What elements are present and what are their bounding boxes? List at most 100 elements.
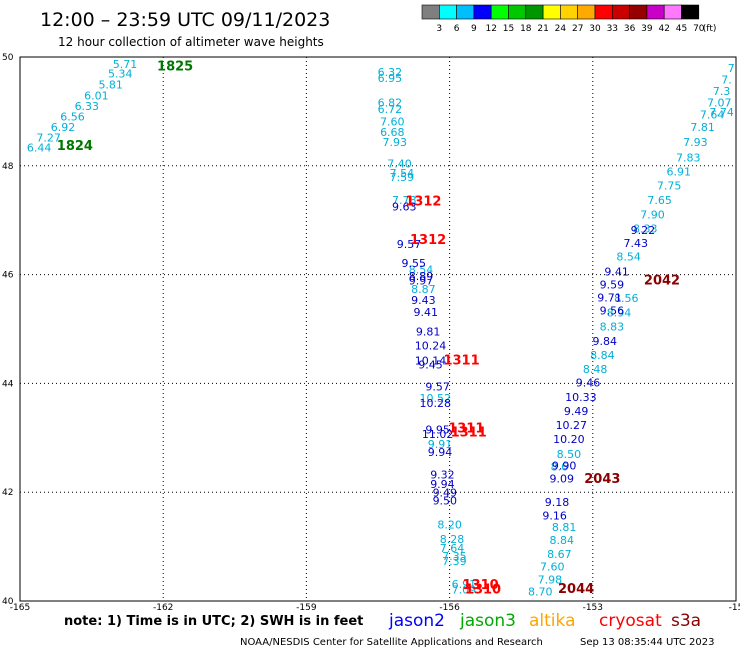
legend-unit: (ft) bbox=[703, 24, 717, 34]
x-tick-label: -162 bbox=[153, 603, 173, 613]
wave-height-value: 9.43 bbox=[411, 294, 436, 307]
wave-height-value: 9.59 bbox=[600, 279, 625, 292]
legend-swatch bbox=[542, 4, 561, 20]
wave-height-value: 7.83 bbox=[676, 151, 701, 164]
wave-height-value: 8.56 bbox=[614, 292, 639, 305]
wave-height-value: 9.49 bbox=[564, 405, 589, 418]
pass-number-label: 1311 bbox=[451, 426, 487, 441]
wave-height-value: 6.68 bbox=[380, 126, 405, 139]
wave-height-value: 7.3 bbox=[713, 85, 731, 98]
grid-lines bbox=[20, 57, 737, 601]
legend-label: 3 bbox=[436, 24, 442, 34]
wave-height-value: 7.81 bbox=[690, 121, 715, 134]
legend-label: 21 bbox=[537, 24, 548, 34]
wave-height-value: 7.78 bbox=[392, 194, 417, 207]
wave-height-value: 9.46 bbox=[576, 377, 601, 390]
wave-height-value: 7.60 bbox=[540, 561, 565, 574]
wave-height-value: 7.09 bbox=[452, 583, 477, 596]
wave-height-value: 6.44 bbox=[27, 142, 52, 155]
wave-height-value: 11.02 bbox=[422, 428, 454, 441]
wave-height-value: 8.50 bbox=[557, 448, 582, 461]
legend-swatch bbox=[525, 4, 544, 20]
legend-swatch bbox=[681, 4, 700, 20]
x-tick-label: -165 bbox=[10, 603, 30, 613]
wave-height-value: 9.45 bbox=[418, 359, 443, 372]
footer-credit: NOAA/NESDIS Center for Satellite Applica… bbox=[240, 637, 543, 648]
wave-height-value: 8.6 bbox=[551, 460, 569, 473]
wave-height-value: 9.90 bbox=[552, 459, 577, 472]
satellite-name-s3a: s3a bbox=[671, 611, 701, 631]
x-tick-label: -153 bbox=[583, 603, 603, 613]
wave-height-value: 8.70 bbox=[528, 586, 553, 599]
legend-label: 33 bbox=[607, 24, 618, 34]
wave-height-value: 8.67 bbox=[547, 548, 572, 561]
wave-height-value: 10.14 bbox=[415, 354, 447, 367]
pass-number-label: 1310 bbox=[463, 578, 499, 593]
y-tick-label: 46 bbox=[2, 271, 14, 281]
wave-height-value: 9.49 bbox=[433, 487, 458, 500]
legend-label: 70 bbox=[693, 24, 705, 34]
legend-label: 45 bbox=[676, 24, 687, 34]
legend-swatch bbox=[629, 4, 648, 20]
legend-label: 36 bbox=[624, 24, 636, 34]
legend-swatch bbox=[490, 4, 509, 20]
wave-height-value: 9.18 bbox=[545, 496, 570, 509]
wave-height-value: 9.71 bbox=[597, 291, 622, 304]
wave-height-value: 9.41 bbox=[604, 266, 629, 279]
pass-number-label: 1310 bbox=[465, 582, 501, 597]
wave-height-value: 6.56 bbox=[60, 111, 85, 124]
legend-label: 24 bbox=[555, 24, 567, 34]
legend-label: 30 bbox=[589, 24, 601, 34]
wave-height-value: 8.54 bbox=[616, 250, 641, 263]
wave-height-value: 8.81 bbox=[552, 521, 577, 534]
legend-swatch bbox=[577, 4, 596, 20]
pass-number-label: 2042 bbox=[644, 273, 680, 288]
wave-height-value: 7.75 bbox=[657, 180, 682, 193]
wave-height-value: 7 bbox=[728, 62, 735, 75]
wave-height-value: 8.84 bbox=[550, 534, 575, 547]
wave-height-value: 7.90 bbox=[640, 209, 665, 222]
wave-height-value: 7.65 bbox=[647, 194, 672, 207]
wave-height-value: 9.55 bbox=[402, 257, 427, 270]
wave-height-value: 10.33 bbox=[565, 391, 597, 404]
wave-height-value: 6.72 bbox=[378, 103, 403, 116]
wave-height-value: 7.39 bbox=[442, 555, 467, 568]
wave-height-value: 6.33 bbox=[75, 100, 100, 113]
legend-swatch bbox=[421, 4, 440, 20]
x-tick-label: -156 bbox=[439, 603, 460, 613]
wave-height-value: 8.28 bbox=[440, 533, 465, 546]
legend-swatch bbox=[611, 4, 630, 20]
wave-height-value: 6.91 bbox=[452, 578, 477, 591]
wave-height-value: 10.20 bbox=[553, 433, 585, 446]
wave-height-value: 9.97 bbox=[409, 274, 434, 287]
wave-height-value: 9.41 bbox=[413, 306, 438, 319]
wave-height-value: 6.91 bbox=[666, 166, 691, 179]
wave-height-value: 8.33 bbox=[633, 223, 658, 236]
pass-number-label: 2044 bbox=[558, 582, 594, 597]
wave-height-value: 9.22 bbox=[631, 224, 656, 237]
wave-height-value: 9.81 bbox=[416, 326, 441, 339]
wave-height-value: 8.94 bbox=[607, 306, 632, 319]
wave-height-value: 6.82 bbox=[378, 97, 403, 110]
wave-height-value: 7.43 bbox=[624, 237, 649, 250]
wave-height-value: 8.83 bbox=[600, 321, 625, 334]
wave-height-value: 7.74 bbox=[709, 106, 734, 119]
wave-height-value: 5.34 bbox=[108, 68, 133, 81]
data-points: 5.715.345.816.016.336.566.927.276.44 6.32… bbox=[27, 58, 735, 599]
wave-height-value: 9.94 bbox=[430, 478, 455, 491]
wave-height-value: 7.64 bbox=[700, 108, 725, 121]
wave-height-value: 7.35 bbox=[442, 550, 467, 563]
wave-height-value: 9.57 bbox=[397, 238, 422, 251]
legend-label: 9 bbox=[471, 24, 477, 34]
footer-note: note: 1) Time is in UTC; 2) SWH is in fe… bbox=[64, 614, 363, 629]
satellite-name-cryosat: cryosat bbox=[599, 611, 662, 631]
legend-swatch bbox=[508, 4, 527, 20]
wave-height-value: 7.27 bbox=[36, 131, 61, 144]
wave-height-value: 6.32 bbox=[378, 66, 403, 79]
wave-height-value: 7.98 bbox=[538, 574, 563, 587]
wave-height-value: 7.59 bbox=[390, 171, 415, 184]
wave-height-value: 9.50 bbox=[433, 495, 458, 508]
y-tick-label: 50 bbox=[2, 53, 14, 63]
wave-height-value: 7.54 bbox=[390, 167, 415, 180]
